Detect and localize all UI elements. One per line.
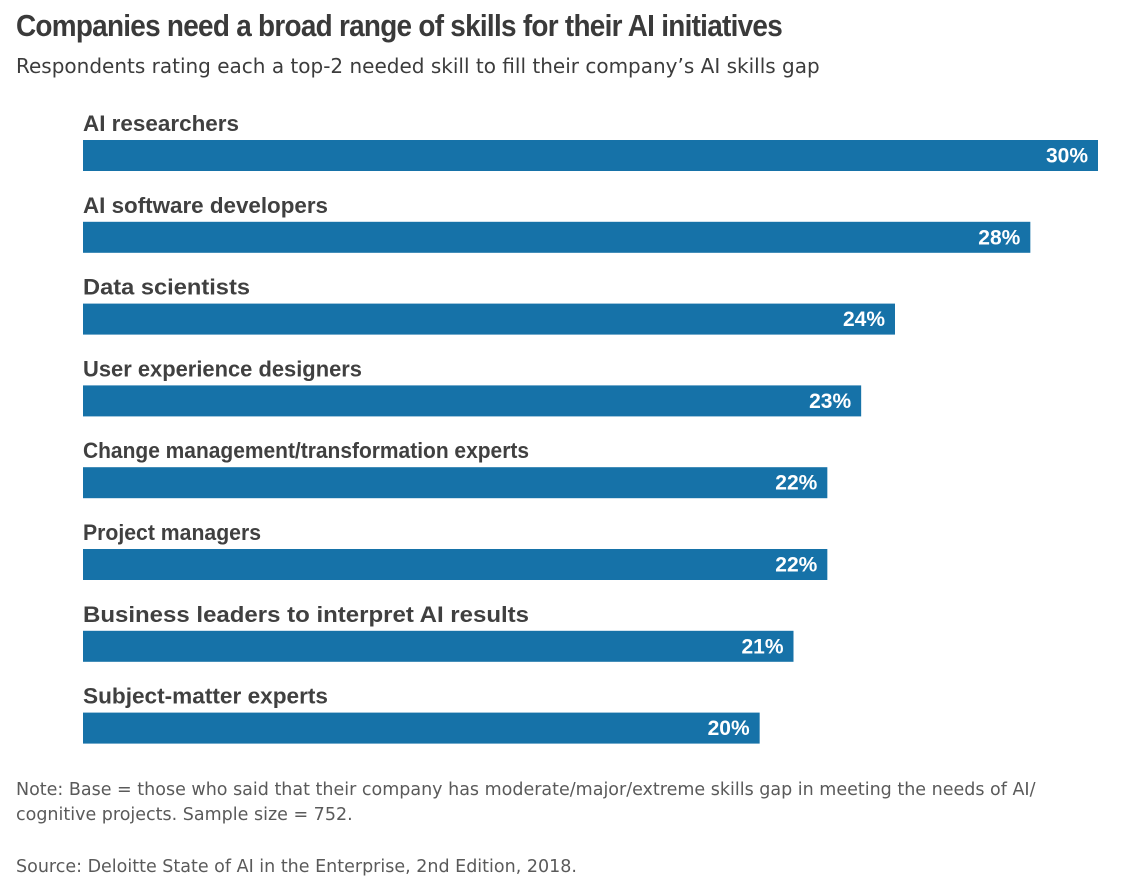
- bar-value-label: 28%: [978, 226, 1020, 249]
- bar-chart: AI researchers 30% AI software developers 2…: [83, 111, 1098, 744]
- bar: [83, 467, 828, 499]
- bar-value-label: 24%: [843, 308, 885, 331]
- bar-value-label: 21%: [741, 635, 783, 658]
- bar: [83, 221, 1031, 253]
- category-label: Change management/transformation experts: [83, 438, 529, 463]
- bar-value-label: 20%: [708, 717, 750, 740]
- category-label: User experience designers: [83, 356, 362, 381]
- category-label: Data scientists: [83, 275, 250, 300]
- chart-source: Source: Deloitte State of AI in the Ente…: [16, 857, 577, 877]
- category-label: AI software developers: [83, 193, 328, 218]
- chart-title: Companies need a broad range of skills f…: [16, 8, 783, 43]
- bar: [83, 549, 828, 580]
- category-label: AI researchers: [83, 111, 239, 136]
- chart-subtitle: Respondents rating each a top-2 needed s…: [16, 54, 820, 78]
- bar-value-label: 22%: [775, 472, 817, 495]
- bar-value-label: 23%: [809, 390, 851, 413]
- category-label: Project managers: [83, 520, 261, 545]
- category-label: Business leaders to interpret AI results: [83, 602, 529, 627]
- bar-value-label: 22%: [775, 554, 817, 577]
- bar: [83, 630, 794, 662]
- bar: [83, 140, 1098, 171]
- bar: [83, 385, 862, 417]
- category-label: Subject-matter experts: [83, 684, 328, 709]
- bar-value-label: 30%: [1046, 145, 1088, 168]
- bar: [83, 303, 895, 335]
- chart-note: Note: Base = those who said that their c…: [16, 780, 1036, 825]
- bar: [83, 712, 760, 744]
